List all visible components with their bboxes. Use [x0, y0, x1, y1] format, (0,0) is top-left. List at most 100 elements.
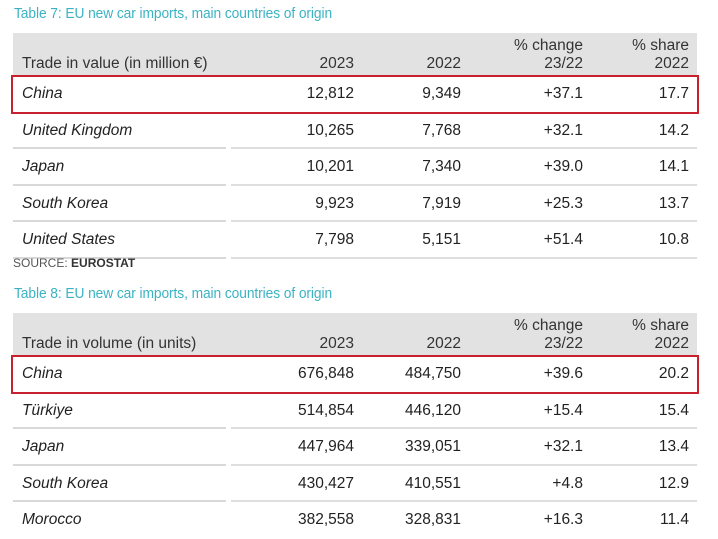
percent-change: +32.1	[543, 438, 583, 455]
highlight-box	[11, 75, 699, 114]
row-divider	[231, 183, 697, 186]
table8-row: Morocco 382,558 328,831 +16.3 11.4	[13, 502, 697, 539]
table8-row: South Korea 430,427 410,551 +4.8 12.9	[13, 466, 697, 502]
percent-share: 11.4	[659, 511, 689, 528]
row-divider	[13, 427, 226, 429]
row-divider	[231, 256, 697, 259]
country-name: Morocco	[22, 511, 82, 528]
value-2023: 382,558	[297, 511, 354, 528]
value-2023: 676,848	[297, 365, 354, 382]
row-divider	[231, 500, 697, 502]
table8-header-share-line1: % share	[632, 317, 689, 334]
table7-header: Trade in value (in million €) 2023 2022 …	[13, 33, 697, 76]
percent-share: 12.9	[658, 474, 689, 492]
table7-row: United States 7,798 5,151 +51.4 10.8	[13, 222, 697, 259]
percent-share: 10.8	[658, 231, 689, 248]
table8-row: Türkiye 514,854 446,120 +15.4 15.4	[13, 393, 697, 429]
value-2022: 339,051	[404, 438, 461, 455]
table7-row: Japan 10,201 7,340 +39.0 14.1	[13, 149, 697, 186]
row-divider	[13, 147, 226, 149]
row-divider	[231, 147, 697, 149]
percent-change: +37.1	[543, 85, 583, 102]
percent-share: 14.1	[658, 158, 689, 175]
value-2022: 7,340	[422, 158, 461, 175]
table8-header-change-line2: 23/22	[544, 335, 583, 352]
percent-share: 14.2	[658, 121, 689, 139]
row-divider	[231, 463, 697, 466]
table7-row-china: China 12,812 9,349 +37.1 17.7	[11, 75, 699, 114]
value-2022: 328,831	[404, 511, 461, 528]
table7-header-share-line2: 2022	[654, 55, 689, 72]
percent-change: +15.4	[543, 401, 583, 419]
country-name: China	[22, 365, 63, 382]
table8-header-change: % change 23/22	[514, 317, 583, 353]
value-2022: 484,750	[404, 365, 461, 382]
table7-header-change: % change 23/22	[514, 37, 583, 73]
value-2022: 410,551	[404, 474, 461, 492]
highlight-box	[11, 355, 699, 394]
value-2022: 5,151	[422, 231, 461, 248]
row-divider	[231, 427, 697, 429]
table7-row: South Korea 9,923 7,919 +25.3 13.7	[13, 186, 697, 222]
table8-header-2023: 2023	[319, 335, 354, 352]
row-divider	[13, 183, 226, 186]
country-name: United States	[22, 231, 116, 248]
source-prefix: SOURCE:	[13, 256, 68, 270]
country-name: Japan	[22, 158, 65, 175]
country-name: China	[22, 85, 63, 102]
percent-change: +16.3	[543, 511, 583, 528]
percent-change: +4.8	[552, 474, 583, 492]
percent-change: +25.3	[543, 194, 583, 212]
value-2023: 12,812	[306, 85, 354, 102]
table7-header-2022: 2022	[426, 55, 461, 72]
row-divider	[13, 500, 226, 502]
value-2023: 10,201	[306, 158, 354, 175]
table8-row-china: China 676,848 484,750 +39.6 20.2	[11, 355, 699, 394]
country-name: South Korea	[22, 194, 109, 212]
table7-title: Table 7: EU new car imports, main countr…	[14, 5, 333, 22]
percent-change: +51.4	[543, 231, 583, 248]
row-divider	[13, 220, 226, 222]
value-2023: 10,265	[306, 121, 354, 139]
table7-header-2023: 2023	[319, 55, 354, 72]
value-2023: 7,798	[315, 231, 354, 248]
table7-header-label: Trade in value (in million €)	[22, 55, 208, 72]
value-2022: 446,120	[404, 401, 461, 419]
value-2023: 447,964	[297, 438, 354, 455]
table8-header-share: % share 2022	[632, 317, 689, 353]
row-divider	[13, 463, 226, 466]
table8-header-share-line2: 2022	[654, 335, 689, 352]
percent-change: +39.0	[543, 158, 583, 175]
country-name: Japan	[22, 438, 65, 455]
percent-share: 17.7	[658, 85, 689, 102]
country-name: Türkiye	[22, 401, 73, 419]
table7-header-share-line1: % share	[632, 37, 689, 54]
value-2022: 9,349	[422, 85, 461, 102]
percent-share: 13.7	[658, 194, 689, 212]
country-name: United Kingdom	[22, 121, 133, 139]
percent-change: +32.1	[543, 121, 583, 139]
value-2022: 7,919	[422, 194, 461, 212]
table8: Trade in volume (in units) 2023 2022 % c…	[11, 313, 699, 539]
row-divider	[13, 256, 226, 259]
value-2023: 430,427	[297, 474, 354, 492]
country-name: South Korea	[22, 474, 109, 492]
table8-header-2022: 2022	[426, 335, 461, 352]
source-note: SOURCE: EUROSTAT	[13, 256, 135, 270]
table7: Trade in value (in million €) 2023 2022 …	[11, 33, 699, 259]
table8-header-label: Trade in volume (in units)	[22, 335, 197, 352]
percent-share: 13.4	[658, 438, 689, 455]
table8-title: Table 8: EU new car imports, main countr…	[14, 285, 333, 302]
percent-share: 20.2	[658, 365, 689, 382]
table7-header-change-line1: % change	[514, 37, 583, 54]
value-2022: 7,768	[422, 121, 461, 139]
table8-header-change-line1: % change	[514, 317, 583, 334]
table7-header-change-line2: 23/22	[544, 55, 583, 72]
table8-header: Trade in volume (in units) 2023 2022 % c…	[13, 313, 697, 356]
percent-change: +39.6	[543, 365, 583, 382]
table8-row: Japan 447,964 339,051 +32.1 13.4	[13, 429, 697, 466]
percent-share: 15.4	[658, 401, 689, 419]
source-name: EUROSTAT	[71, 256, 136, 270]
row-divider	[231, 220, 697, 222]
value-2023: 9,923	[315, 194, 354, 212]
